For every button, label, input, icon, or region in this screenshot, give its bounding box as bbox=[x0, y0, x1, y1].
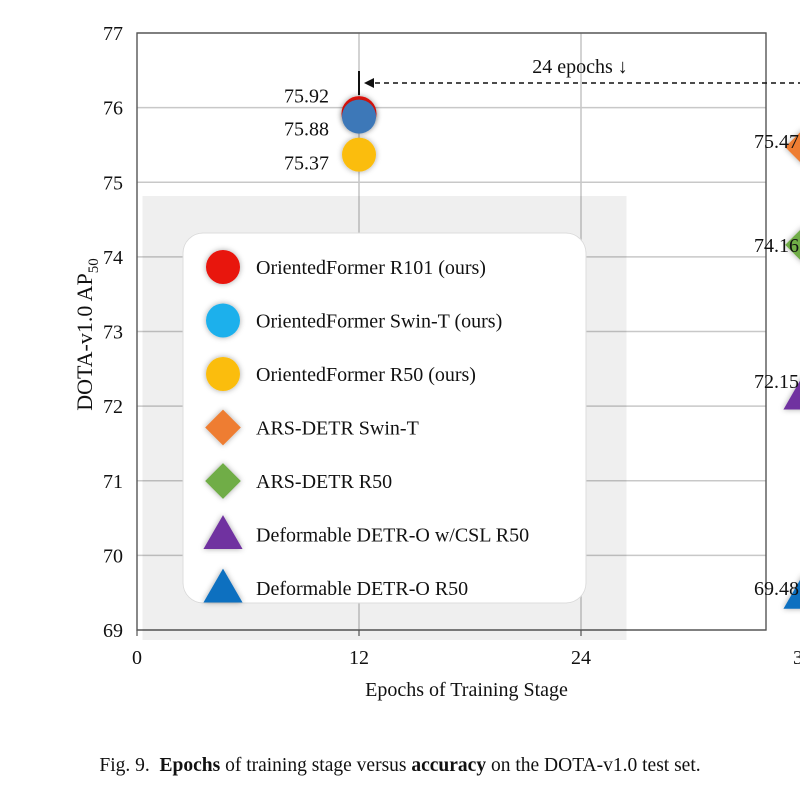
x-tick-label: 12 bbox=[349, 647, 369, 669]
point-circle bbox=[342, 137, 376, 172]
y-tick-label: 72 bbox=[103, 396, 123, 418]
legend-swatch-diamond bbox=[205, 463, 241, 499]
data-label: 69.48 bbox=[754, 578, 799, 600]
data-label: 72.15 bbox=[754, 371, 799, 393]
caption-bold-epochs: Epochs bbox=[159, 755, 221, 776]
legend-label: OrientedFormer R101 (ours) bbox=[256, 257, 486, 279]
annotation-text: 24 epochs ↓ bbox=[532, 56, 628, 78]
point-diamond bbox=[785, 132, 800, 163]
data-label: 75.37 bbox=[284, 153, 329, 175]
legend-label: OrientedFormer R50 (ours) bbox=[256, 364, 476, 386]
data-label: 75.92 bbox=[284, 86, 329, 108]
x-tick-label: 36 bbox=[793, 647, 800, 669]
annotation: 24 epochs ↓ bbox=[358, 56, 800, 95]
legend-swatch-triangle bbox=[203, 515, 243, 550]
caption-text-2: on the DOTA-v1.0 test set. bbox=[486, 755, 701, 776]
y-tick-label: 76 bbox=[103, 98, 123, 120]
y-tick-label: 69 bbox=[103, 620, 123, 642]
y-axis-label-subscript: 50 bbox=[86, 258, 102, 273]
legend-label: Deformable DETR-O w/CSL R50 bbox=[256, 525, 529, 547]
legend: OrientedFormer R101 (ours) OrientedFormer… bbox=[182, 232, 587, 604]
chart: 69 70 71 72 73 74 75 76 77 0 12 24 36 Epochs of Train… bbox=[72, 23, 800, 701]
caption-bold-accuracy: accuracy bbox=[411, 755, 487, 776]
legend-swatch-triangle bbox=[203, 568, 243, 603]
point-triangle bbox=[783, 380, 800, 410]
legend-swatch-circle bbox=[206, 303, 240, 338]
x-tick-label: 24 bbox=[571, 647, 591, 669]
data-label: 74.16 bbox=[754, 235, 799, 257]
legend-swatch-circle bbox=[206, 250, 240, 284]
legend-label: ARS-DETR R50 bbox=[256, 471, 392, 493]
y-tick-label: 74 bbox=[103, 247, 123, 269]
point-diamond bbox=[785, 230, 800, 260]
x-axis-label: Epochs of Training Stage bbox=[365, 679, 568, 701]
figure-caption: Fig. 9. Epochs of training stage versus … bbox=[0, 752, 800, 780]
y-tick-label: 71 bbox=[103, 471, 123, 493]
y-tick-label: 70 bbox=[103, 545, 123, 567]
x-tick-label: 0 bbox=[132, 647, 142, 669]
y-axis-label-main: DOTA-v1.0 AP bbox=[72, 273, 97, 411]
caption-fig-label: Fig. 9. bbox=[99, 755, 150, 776]
plot-frame bbox=[136, 32, 767, 631]
legend-swatch-circle bbox=[206, 357, 240, 391]
point-triangle bbox=[783, 580, 800, 609]
data-label: 75.88 bbox=[284, 119, 329, 141]
caption-text-1: of training stage versus bbox=[220, 755, 412, 776]
axes: 69 70 71 72 73 74 75 76 77 0 12 24 36 Epochs of Train… bbox=[72, 23, 800, 701]
point-circle bbox=[342, 99, 376, 134]
data-points: 75.92 75.88 75.37 75.47 74.16 72.15 69.48 bbox=[284, 86, 800, 609]
y-tick-label: 73 bbox=[103, 322, 123, 344]
data-label: 75.47 bbox=[754, 131, 799, 153]
legend-label: Deformable DETR-O R50 bbox=[256, 578, 468, 600]
y-tick-label: 75 bbox=[103, 172, 123, 194]
legend-box bbox=[182, 232, 587, 604]
y-axis-label: DOTA-v1.0 AP50 bbox=[72, 258, 102, 411]
y-tick-label: 77 bbox=[103, 23, 123, 45]
legend-label: OrientedFormer Swin-T (ours) bbox=[256, 311, 502, 333]
legend-swatch-diamond bbox=[205, 409, 241, 446]
legend-label: ARS-DETR Swin-T bbox=[256, 418, 419, 440]
